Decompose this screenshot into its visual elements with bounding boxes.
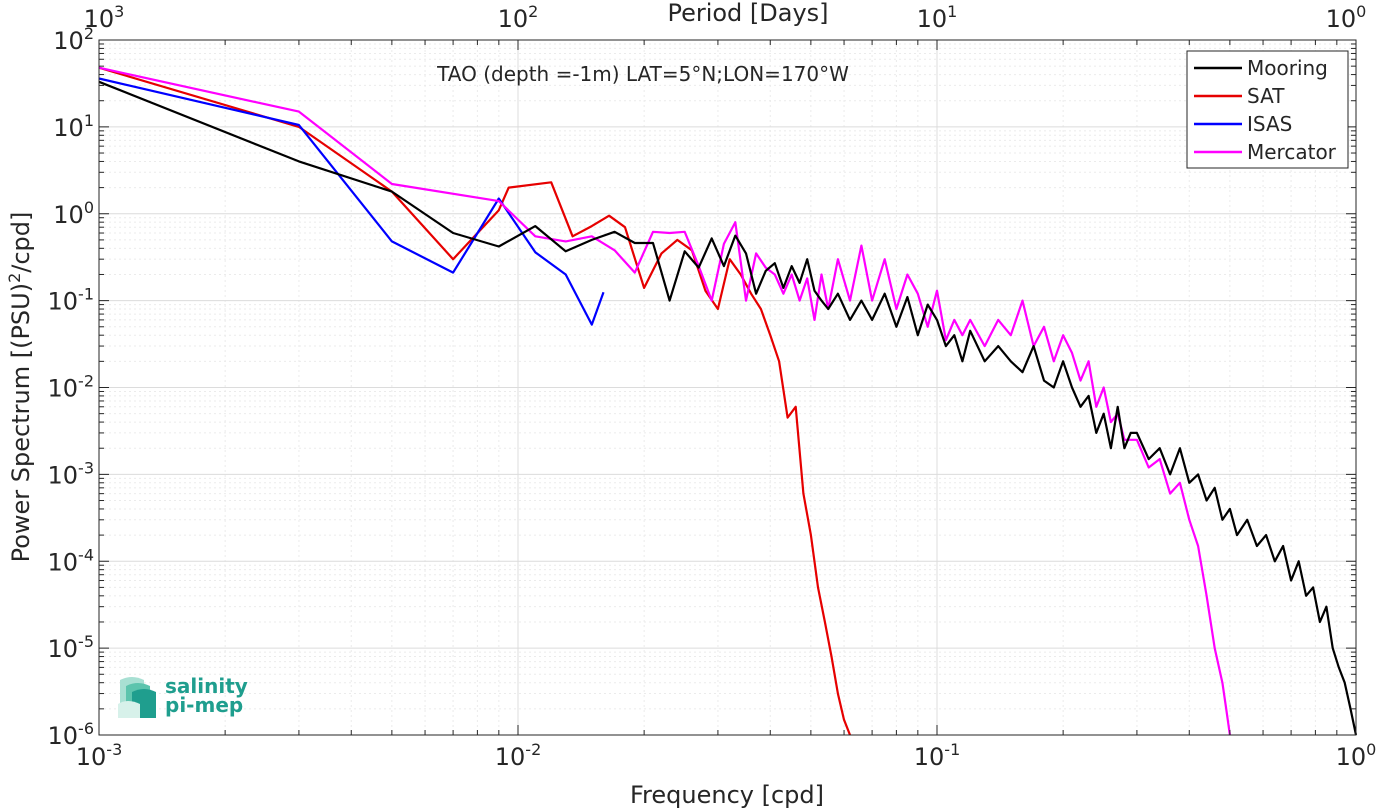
top-tick-label-exponent: 3	[114, 2, 124, 21]
series-layer	[98, 66, 1358, 736]
chart-annotation: TAO (depth =-1m) LAT=5°N;LON=170°W	[436, 62, 849, 86]
y-tick-label-exponent: 1	[84, 111, 94, 130]
x-tick-label-exponent: 0	[1366, 740, 1376, 759]
series-line-mercator	[98, 66, 1231, 736]
series-line-sat	[98, 66, 852, 736]
y-tick-label-base: 10	[53, 114, 84, 142]
x-axis-title: Frequency [cpd]	[630, 781, 824, 809]
y-tick-label-base: 10	[48, 461, 79, 489]
x-tick-label: 10-2	[495, 740, 542, 771]
y-tick-label-exponent: 0	[84, 198, 94, 217]
top-tick-label-base: 10	[917, 5, 948, 33]
x-tick-label-base: 10	[1336, 743, 1367, 771]
x-tick-label: 10-1	[914, 740, 961, 771]
top-tick-label-exponent: 2	[528, 2, 538, 21]
x-tick-label: 100	[1336, 740, 1377, 771]
series-line-isas	[98, 77, 605, 326]
y-tick-label-exponent: -5	[78, 632, 94, 651]
y-tick-label-exponent: -3	[78, 458, 94, 477]
salinity-pimep-logo: salinity pi-mep	[118, 674, 248, 718]
y-axis-title-sup: 2	[5, 273, 24, 283]
top-tick-label-base: 10	[1326, 5, 1357, 33]
y-tick-label-base: 10	[48, 288, 79, 316]
y-tick-label: 10-6	[48, 719, 95, 750]
x-tick-label-exponent: -2	[525, 740, 541, 759]
axis-ticks	[98, 40, 1356, 736]
series-line-mooring	[98, 80, 1358, 736]
y-tick-label-base: 10	[48, 635, 79, 663]
waves-icon	[118, 677, 156, 718]
legend: Mooring SAT ISAS Mercator	[1186, 50, 1349, 169]
legend-label-isas: ISAS	[1247, 112, 1292, 136]
x-tick-label: 10-3	[76, 740, 123, 771]
logo-text-line2: pi-mep	[165, 693, 243, 717]
top-tick-label: 102	[498, 2, 539, 33]
y-tick-label-exponent: -2	[78, 372, 94, 391]
y-tick-label-base: 10	[48, 375, 79, 403]
y-tick-label: 10-1	[48, 285, 95, 316]
y-tick-label: 100	[53, 198, 94, 229]
y-tick-label: 10-4	[48, 545, 95, 576]
y-tick-label-exponent: -4	[78, 545, 94, 564]
top-tick-label: 103	[84, 2, 125, 33]
y-axis-title-main: Power Spectrum [(PSU)	[7, 283, 35, 562]
y-tick-label: 10-2	[48, 372, 95, 403]
top-axis-title: Period [Days]	[667, 0, 828, 27]
y-tick-label-exponent: -6	[78, 719, 94, 738]
x-tick-label-exponent: -1	[944, 740, 960, 759]
x-tick-label-base: 10	[914, 743, 945, 771]
x-tick-label-base: 10	[76, 743, 107, 771]
top-tick-label-base: 10	[498, 5, 529, 33]
top-tick-label-base: 10	[84, 5, 115, 33]
y-axis-title: Power Spectrum [(PSU)2/cpd]	[5, 212, 35, 563]
y-axis-title-tail: /cpd]	[7, 212, 35, 273]
top-tick-label-exponent: 0	[1356, 2, 1366, 21]
y-tick-label-exponent: -1	[78, 285, 94, 304]
y-tick-label: 101	[53, 111, 94, 142]
legend-box	[1186, 50, 1349, 169]
y-tick-label-base: 10	[48, 548, 79, 576]
top-tick-label-exponent: 1	[947, 2, 957, 21]
legend-label-mercator: Mercator	[1247, 140, 1337, 164]
legend-label-mooring: Mooring	[1247, 56, 1328, 80]
y-tick-label: 102	[53, 24, 94, 55]
y-tick-label: 10-5	[48, 632, 95, 663]
y-tick-label: 10-3	[48, 458, 95, 489]
y-tick-label-base: 10	[53, 27, 84, 55]
x-tick-label-base: 10	[495, 743, 526, 771]
logo-text-line1: salinity	[165, 674, 248, 698]
y-tick-label-base: 10	[48, 722, 79, 750]
top-tick-label: 101	[917, 2, 958, 33]
y-tick-label-base: 10	[53, 201, 84, 229]
top-tick-label: 100	[1326, 2, 1367, 33]
x-tick-label-exponent: -3	[106, 740, 122, 759]
legend-label-sat: SAT	[1247, 84, 1285, 108]
y-tick-label-exponent: 2	[84, 24, 94, 43]
